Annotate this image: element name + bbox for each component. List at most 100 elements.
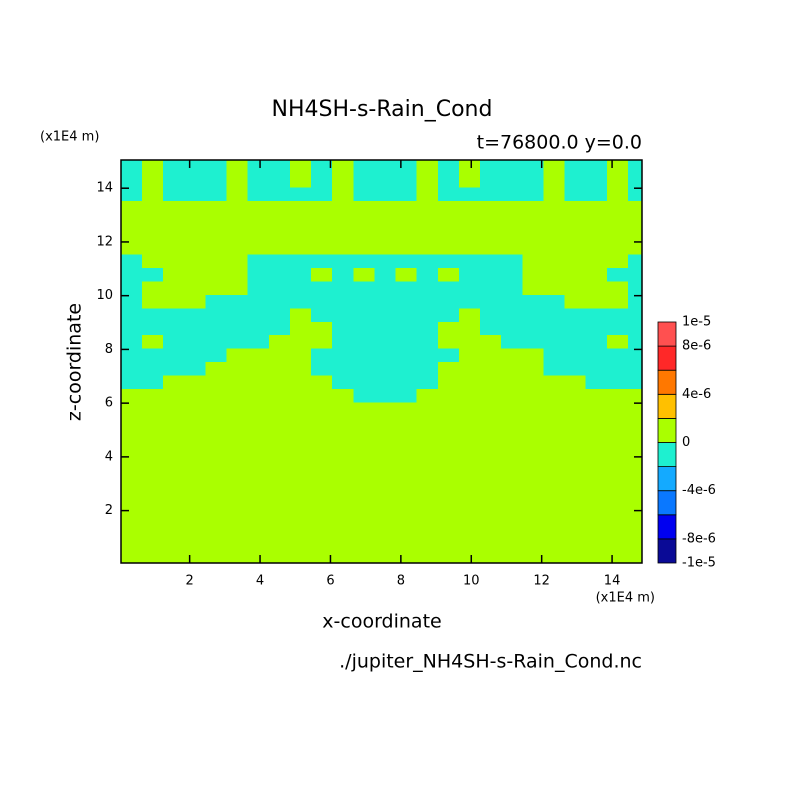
field-cell	[522, 509, 545, 524]
field-cell	[226, 468, 249, 483]
field-cell	[332, 254, 354, 269]
field-cell	[184, 321, 207, 336]
field-cell	[205, 240, 228, 255]
field-cell	[458, 455, 481, 470]
field-cell	[332, 334, 354, 349]
field-cell	[142, 388, 164, 403]
y-unit: (x1E4 m)	[40, 130, 99, 145]
field-cell	[606, 401, 629, 416]
field-cell	[543, 428, 566, 443]
field-cell	[585, 428, 608, 443]
field-cell	[121, 280, 143, 295]
field-cell	[163, 321, 185, 336]
field-cell	[374, 522, 397, 537]
field-cell	[395, 401, 418, 416]
field-cell	[163, 294, 185, 309]
field-cell	[395, 186, 418, 201]
field-cell	[480, 401, 502, 416]
field-cell	[142, 374, 164, 389]
field-cell	[184, 240, 207, 255]
field-cell	[437, 321, 460, 336]
field-cell	[501, 468, 523, 483]
field-cell	[311, 388, 333, 403]
field-cell	[627, 374, 642, 389]
field-cell	[353, 549, 376, 563]
field-cell	[501, 280, 523, 295]
field-cell	[458, 348, 481, 363]
field-cell	[289, 240, 312, 255]
field-cell	[458, 522, 481, 537]
field-cell	[522, 160, 545, 175]
field-cell	[395, 321, 418, 336]
field-cell	[522, 455, 545, 470]
field-cell	[121, 455, 143, 470]
field-cell	[332, 401, 354, 416]
field-cell	[353, 321, 376, 336]
colorbar-tick-label: 0	[682, 435, 690, 450]
field-cell	[289, 468, 312, 483]
field-cell	[458, 186, 481, 201]
field-cell	[395, 509, 418, 524]
field-cell	[121, 348, 143, 363]
field-cell	[353, 482, 376, 497]
field-cell	[458, 468, 481, 483]
field-cell	[522, 374, 545, 389]
field-cell	[142, 294, 164, 309]
field-cell	[606, 549, 629, 563]
field-cell	[142, 186, 164, 201]
field-cell	[395, 549, 418, 563]
field-cell	[606, 307, 629, 322]
field-cell	[268, 307, 291, 322]
field-cell	[332, 495, 354, 510]
field-cell	[564, 280, 587, 295]
field-cell	[353, 186, 376, 201]
field-cell	[184, 509, 207, 524]
field-cell	[374, 442, 397, 457]
field-cell	[142, 321, 164, 336]
field-cell	[437, 374, 460, 389]
field-cell	[585, 213, 608, 228]
field-cell	[564, 549, 587, 563]
source-file: ./jupiter_NH4SH-s-Rain_Cond.nc	[339, 651, 642, 673]
field-cell	[501, 415, 523, 430]
field-cell	[289, 522, 312, 537]
field-cell	[163, 200, 185, 215]
field-cell	[247, 401, 270, 416]
field-cell	[564, 334, 587, 349]
field-cell	[416, 213, 439, 228]
field-cell	[205, 374, 228, 389]
field-cell	[163, 254, 185, 269]
field-cell	[289, 254, 312, 269]
field-cell	[311, 200, 333, 215]
field-cell	[374, 401, 397, 416]
field-cell	[121, 240, 143, 255]
field-cell	[268, 468, 291, 483]
field-cell	[395, 267, 418, 282]
field-cell	[121, 294, 143, 309]
field-cell	[416, 522, 439, 537]
field-cell	[247, 509, 270, 524]
field-cell	[121, 442, 143, 457]
field-cell	[627, 227, 642, 242]
field-cell	[268, 495, 291, 510]
field-cell	[395, 442, 418, 457]
field-cell	[627, 321, 642, 336]
colorbar-band	[657, 442, 677, 468]
field-cell	[437, 294, 460, 309]
field-cell	[458, 549, 481, 563]
field-cell	[184, 495, 207, 510]
field-cell	[416, 442, 439, 457]
field-cell	[163, 186, 185, 201]
field-cell	[585, 495, 608, 510]
chart-title: NH4SH-s-Rain_Cond	[272, 97, 493, 122]
field-cell	[543, 495, 566, 510]
field-cell	[501, 334, 523, 349]
field-cell	[501, 549, 523, 563]
field-cell	[142, 522, 164, 537]
field-cell	[458, 482, 481, 497]
field-cell	[289, 227, 312, 242]
field-cell	[606, 294, 629, 309]
field-cell	[142, 549, 164, 563]
field-cell	[458, 240, 481, 255]
field-cell	[332, 227, 354, 242]
